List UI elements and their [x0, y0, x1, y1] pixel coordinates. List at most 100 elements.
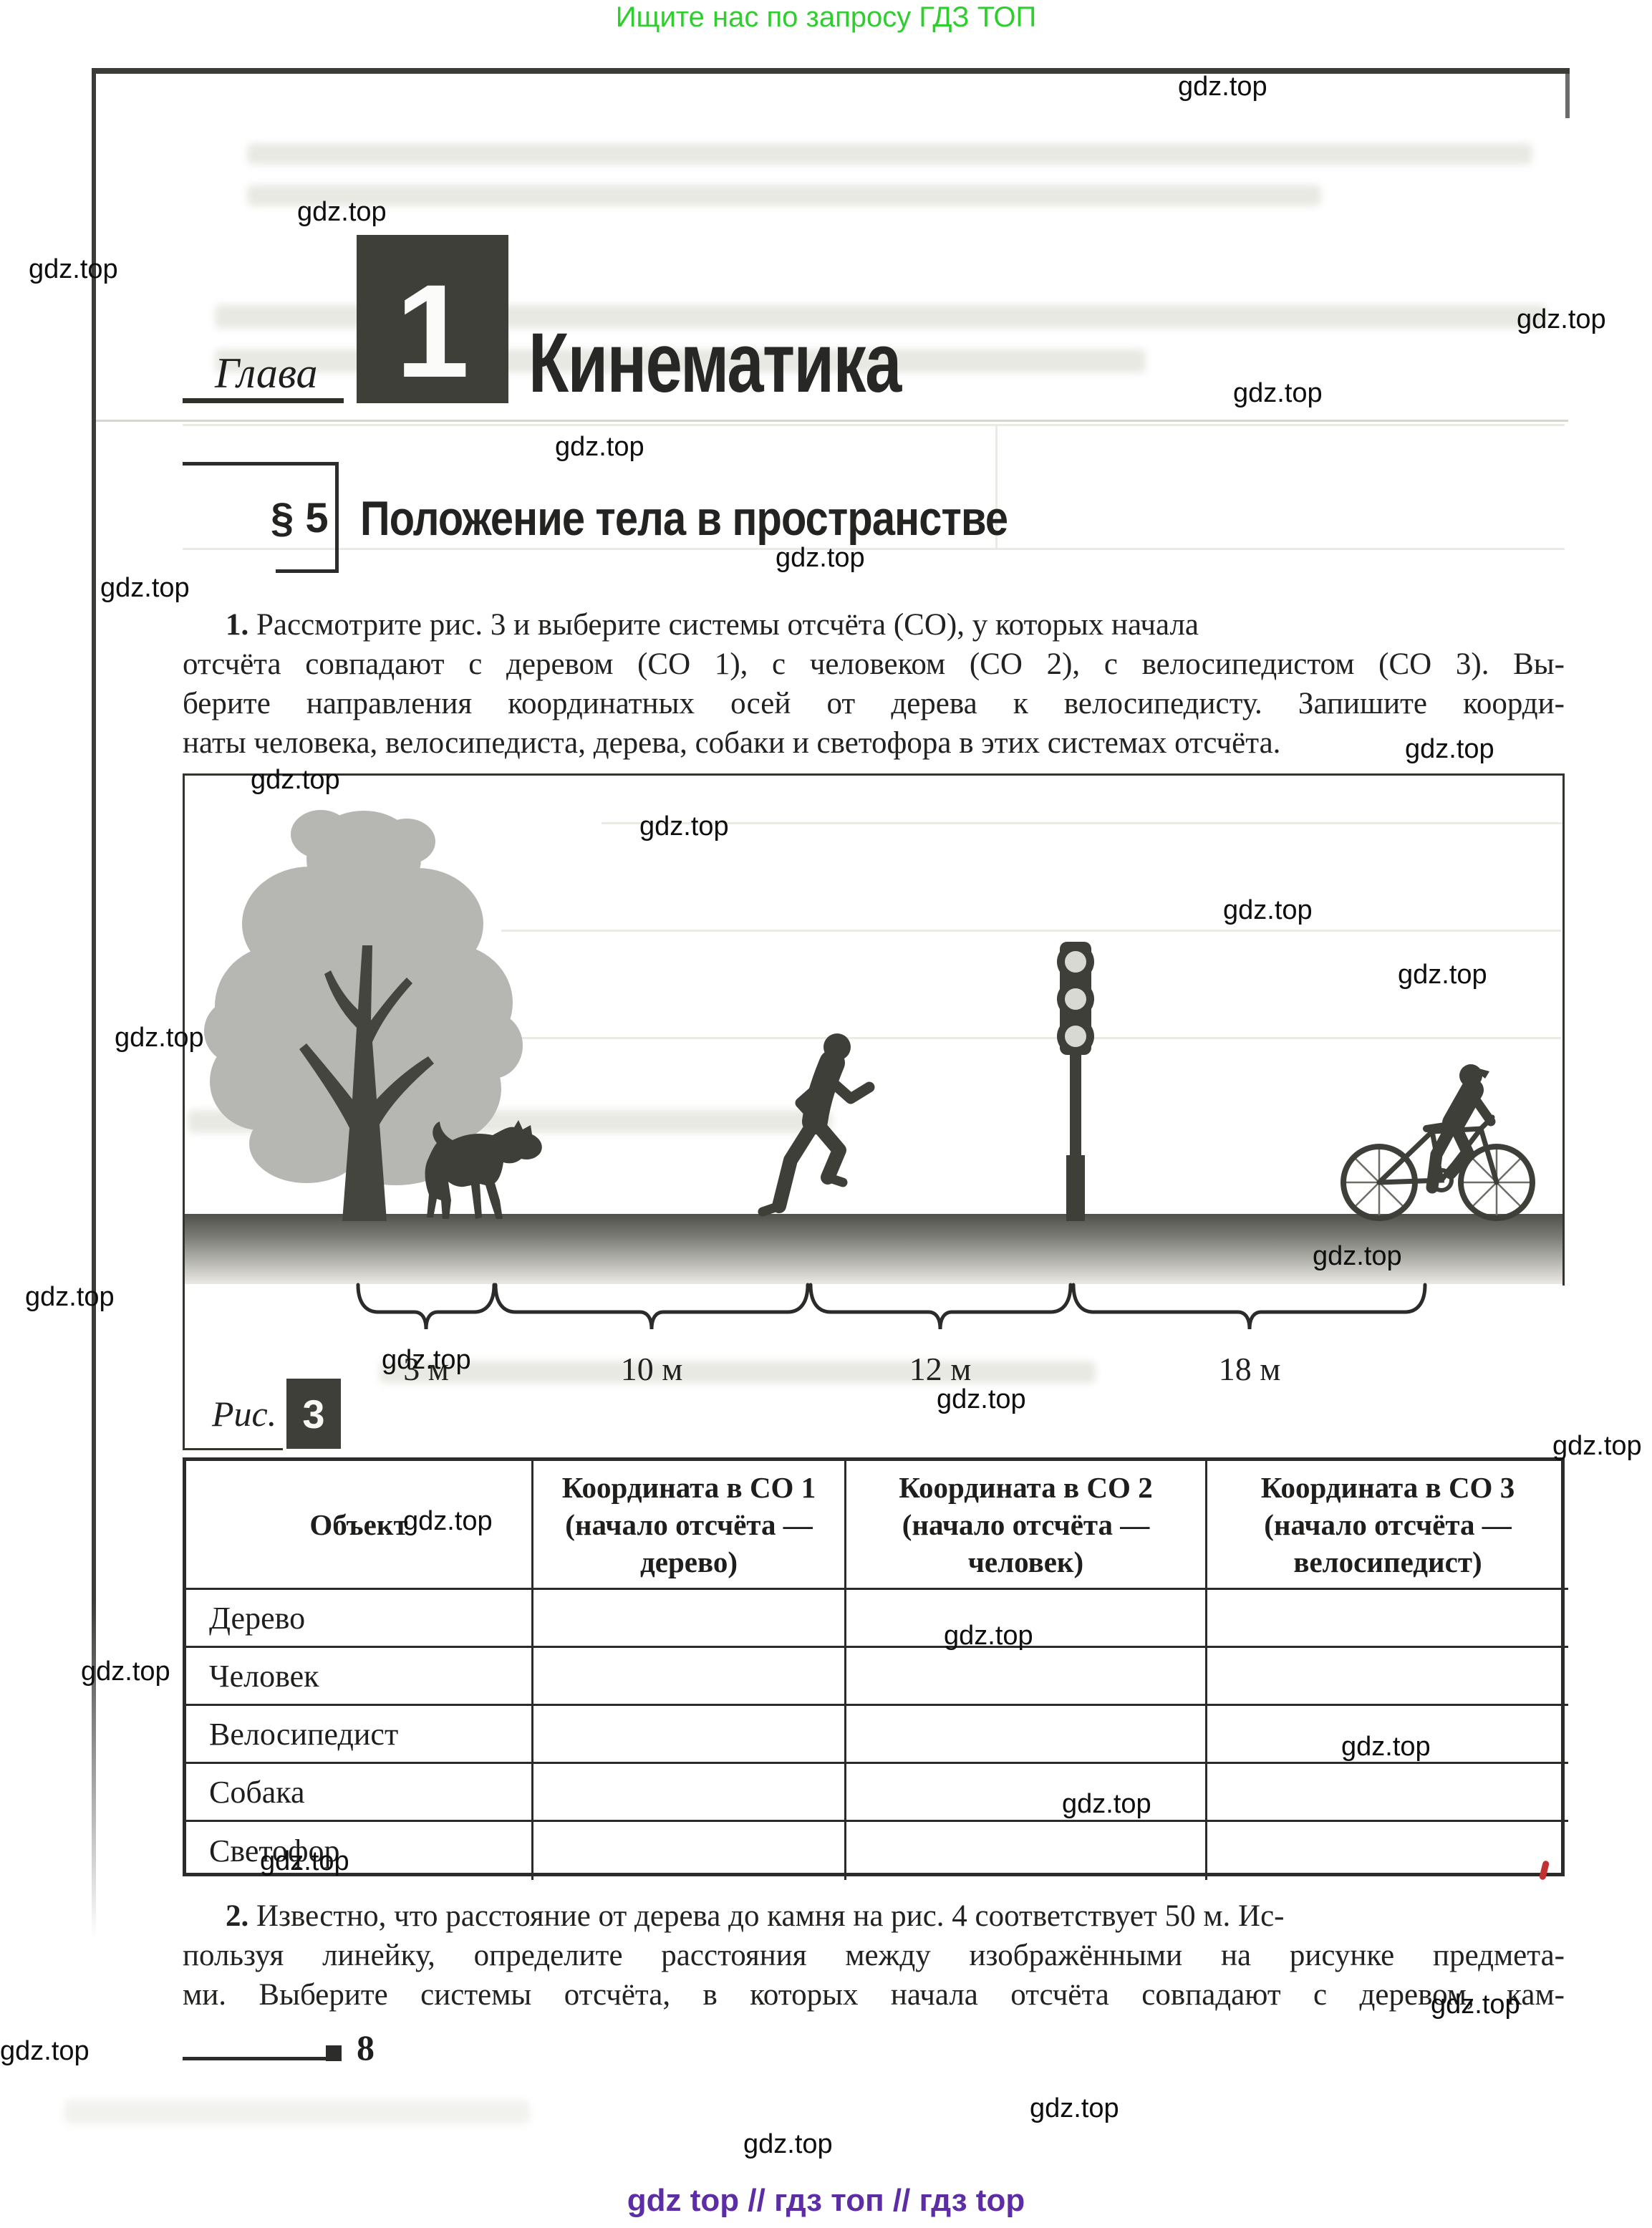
watermark: gdz.top	[297, 197, 387, 227]
tree-icon	[204, 810, 523, 1221]
watermark: gdz.top	[776, 543, 865, 573]
coordinate-cell	[533, 1648, 846, 1706]
cyclist-icon	[1341, 1064, 1535, 1221]
page-number: 8	[357, 2027, 375, 2068]
table-row-label: Велосипедист	[186, 1706, 533, 1764]
table-row-label: Дерево	[186, 1590, 533, 1648]
figure-border-right	[1562, 773, 1565, 1286]
watermark: gdz.top	[1030, 2093, 1119, 2123]
task1-line: наты человека, велосипедиста, дерева, со…	[183, 726, 1281, 760]
watermark: gdz.top	[1233, 378, 1323, 408]
coordinate-cell	[533, 1764, 846, 1822]
task1-number: 1.	[226, 608, 249, 642]
distance-label: 10 м	[620, 1351, 683, 1387]
table-row-label: Собака	[186, 1764, 533, 1822]
bleed-through-line	[458, 1037, 1561, 1039]
bleed-through-line	[501, 930, 1561, 932]
table-row-label: Светофор	[186, 1822, 533, 1880]
coordinate-cell	[846, 1822, 1207, 1880]
chapter-number: 1	[395, 258, 470, 405]
watermark: gdz.top	[403, 1506, 493, 1536]
watermark: gdz.top	[260, 1846, 349, 1876]
coordinate-cell	[533, 1706, 846, 1764]
figure-caption-number: 3	[302, 1391, 325, 1437]
watermark: gdz.top	[944, 1621, 1033, 1651]
watermark: gdz.top	[555, 432, 644, 462]
bleed-through-text	[64, 2100, 530, 2124]
page-edge-top	[92, 68, 1570, 74]
bleed-through-text	[380, 1361, 1096, 1384]
chapter-divider-faint	[92, 420, 1568, 422]
watermark: gdz.top	[25, 1282, 115, 1312]
footer-rule	[183, 2057, 326, 2060]
traffic-light-icon	[1057, 942, 1094, 1221]
watermark: gdz.top	[1398, 960, 1487, 990]
distance-label: 12 м	[909, 1351, 972, 1387]
watermark: gdz.top	[937, 1384, 1026, 1414]
table-row-label: Человек	[186, 1648, 533, 1706]
coordinate-cell	[846, 1764, 1207, 1822]
watermark: gdz.top	[29, 254, 118, 284]
task2-line: 2. Известно, что расстояние от дерева до…	[226, 1899, 1285, 1933]
bleed-through-line	[995, 424, 998, 549]
chapter-title: Кинематика	[528, 316, 902, 410]
section-bracket-bottom	[276, 569, 339, 573]
watermark: gdz.top	[1405, 734, 1494, 764]
runner-icon	[758, 1033, 875, 1217]
figure-caption-label: Рис.	[212, 1394, 277, 1434]
figure-border-left	[183, 773, 185, 1450]
coordinate-cell	[1207, 1706, 1568, 1764]
watermark: gdz.top	[1341, 1732, 1431, 1762]
table-header-object: Объект	[186, 1461, 533, 1590]
task1-line: берите направления координатных осей от …	[183, 687, 1565, 720]
coordinate-cell	[1207, 1648, 1568, 1706]
watermark: gdz.top	[1552, 1431, 1642, 1461]
figure-caption-number-box: 3	[286, 1379, 341, 1449]
figure-border-corner	[183, 1448, 283, 1450]
distance-label: 3 м	[403, 1351, 449, 1387]
bleed-through-text	[247, 185, 1321, 206]
coordinate-cell	[1207, 1764, 1568, 1822]
watermark: gdz.top	[743, 2129, 833, 2159]
task2-line: пользуя линейку, определите расстояния м…	[183, 1939, 1565, 1972]
coordinate-cell	[1207, 1822, 1568, 1880]
promo-banner-top: Ищите нас по запросу ГДЗ ТОП	[615, 1, 1037, 33]
bleed-through-line	[602, 822, 1565, 824]
watermark: gdz.top	[81, 1656, 170, 1687]
watermark: gdz.top	[251, 765, 340, 795]
watermark: gdz.top	[1062, 1789, 1151, 1819]
bleed-through-line	[183, 548, 1565, 550]
section-bracket-side	[335, 462, 339, 573]
coordinate-cell	[846, 1648, 1207, 1706]
coordinates-table: Объект Координата в СО 1 (начало отсчёта…	[183, 1457, 1568, 1880]
table-header-co1: Координата в СО 1 (начало отсчёта — дере…	[533, 1461, 846, 1590]
watermark: gdz.top	[639, 811, 729, 841]
promo-banner-bottom: gdz top // гдз топ // гдз top	[627, 2183, 1025, 2218]
footer-square	[326, 2045, 342, 2061]
task1-line: отсчёта совпадают с деревом (СО 1), с че…	[183, 647, 1565, 681]
chapter-label: Глава	[215, 349, 318, 397]
table-header-co3: Координата в СО 3 (начало отсчёта — вело…	[1207, 1461, 1568, 1590]
section-bracket-top	[183, 462, 337, 466]
watermark: gdz.top	[1223, 895, 1313, 925]
ground-strip	[185, 1214, 1562, 1284]
task2-line: ми. Выберите системы отсчёта, в которых …	[183, 1978, 1565, 2012]
dog-icon	[425, 1120, 542, 1219]
watermark: gdz.top	[100, 573, 190, 603]
distance-label: 18 м	[1218, 1351, 1281, 1387]
section-number: § 5	[271, 495, 329, 541]
page-edge-right-stub	[1565, 68, 1570, 118]
coordinate-cell	[533, 1822, 846, 1880]
watermark: gdz.top	[0, 2036, 90, 2066]
figure-border-top	[183, 773, 1565, 776]
watermark: gdz.top	[1517, 304, 1606, 334]
watermark: gdz.top	[382, 1345, 471, 1375]
task2-number: 2.	[226, 1899, 249, 1933]
chapter-underline	[183, 398, 344, 403]
watermark: gdz.top	[115, 1023, 204, 1053]
coordinate-cell	[1207, 1590, 1568, 1648]
table-header-co2: Координата в СО 2 (начало отсчёта — чело…	[846, 1461, 1207, 1590]
task1-line: 1. Рассмотрите рис. 3 и выберите системы…	[226, 608, 1199, 642]
coordinate-cell	[846, 1706, 1207, 1764]
